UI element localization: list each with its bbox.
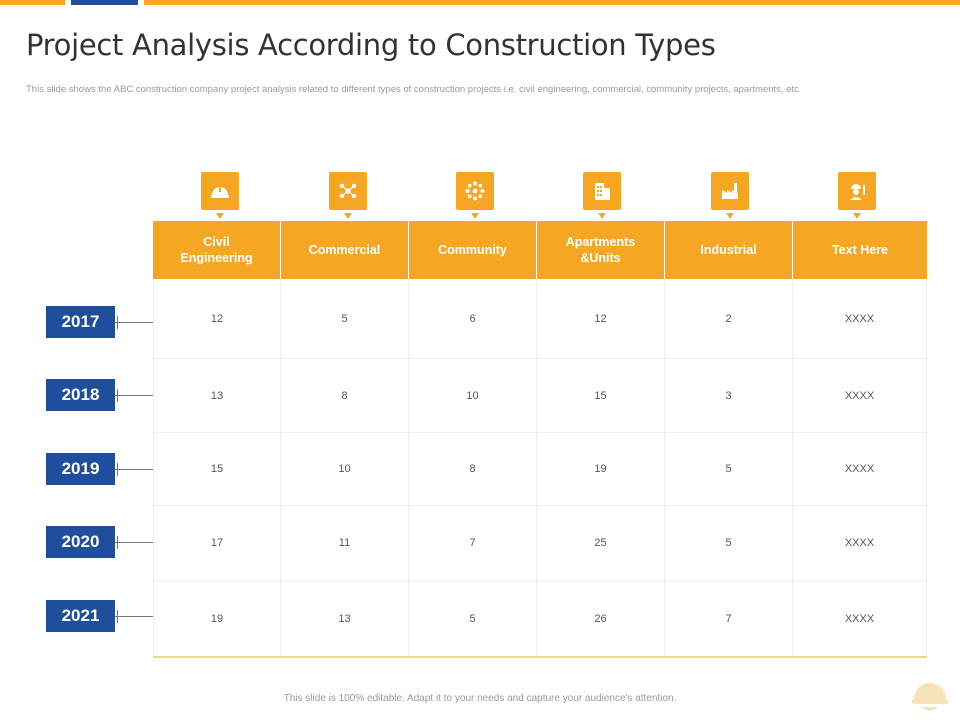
page-title: Project Analysis According to Constructi…	[26, 28, 716, 62]
year-connector	[115, 463, 153, 476]
table-cell: 19	[153, 581, 281, 656]
year-label-2017: 2017	[46, 306, 115, 338]
year-label-2021: 2021	[46, 600, 115, 632]
column-header-apartments: Apartments &Units	[537, 221, 665, 279]
table-cell: XXXX	[793, 359, 927, 432]
network-icon	[329, 172, 367, 219]
table-cell: XXXX	[793, 433, 927, 505]
table-cell: 6	[409, 279, 537, 358]
hard-hat-icon	[201, 172, 239, 219]
table-row: 13 8 10 15 3 XXXX	[153, 359, 927, 433]
data-table: Civil Engineering Commercial Community A…	[153, 221, 927, 658]
table-cell: 10	[281, 433, 409, 505]
table-row: 15 10 8 19 5 XXXX	[153, 433, 927, 506]
table-cell: 7	[409, 506, 537, 580]
year-connector	[115, 610, 153, 623]
building-icon	[583, 172, 621, 219]
year-label-2019: 2019	[46, 453, 115, 485]
table-header-row: Civil Engineering Commercial Community A…	[153, 221, 927, 279]
top-accent-bar-blue	[71, 0, 138, 5]
table-cell: 15	[537, 359, 665, 432]
table-cell: XXXX	[793, 279, 927, 358]
table-cell: XXXX	[793, 581, 927, 656]
table-cell: 12	[537, 279, 665, 358]
table-cell: 2	[665, 279, 793, 358]
table-cell: 25	[537, 506, 665, 580]
table-cell: 5	[281, 279, 409, 358]
table-cell: 13	[281, 581, 409, 656]
column-header-community: Community	[409, 221, 537, 279]
people-circle-icon	[456, 172, 494, 219]
table-cell: 5	[409, 581, 537, 656]
year-connector	[115, 316, 153, 329]
top-accent-bar-left	[0, 0, 65, 5]
table-cell: 7	[665, 581, 793, 656]
table-cell: 8	[409, 433, 537, 505]
table-cell: 5	[665, 433, 793, 505]
year-label-2018: 2018	[46, 379, 115, 411]
table-cell: 11	[281, 506, 409, 580]
table-cell: 26	[537, 581, 665, 656]
page-subtitle: This slide shows the ABC construction co…	[26, 84, 799, 95]
table-cell: 5	[665, 506, 793, 580]
column-header-civil-engineering: Civil Engineering	[153, 221, 281, 279]
table-cell: 8	[281, 359, 409, 432]
column-header-commercial: Commercial	[281, 221, 409, 279]
table-cell: 17	[153, 506, 281, 580]
hard-hat-logo-icon	[912, 683, 948, 711]
top-accent-bar-right	[144, 0, 960, 5]
table-cell: 12	[153, 279, 281, 358]
table-cell: 19	[537, 433, 665, 505]
table-cell: 13	[153, 359, 281, 432]
table-cell: 10	[409, 359, 537, 432]
worker-icon	[838, 172, 876, 219]
table-row: 19 13 5 26 7 XXXX	[153, 581, 927, 658]
footer-note: This slide is 100% editable. Adapt it to…	[283, 693, 677, 704]
year-label-2020: 2020	[46, 526, 115, 558]
table-cell: XXXX	[793, 506, 927, 580]
column-header-text-here: Text Here	[793, 221, 927, 279]
year-connector	[115, 389, 153, 402]
year-connector	[115, 536, 153, 549]
table-row: 17 11 7 25 5 XXXX	[153, 506, 927, 581]
table-row: 12 5 6 12 2 XXXX	[153, 279, 927, 359]
table-cell: 3	[665, 359, 793, 432]
table-cell: 15	[153, 433, 281, 505]
column-header-industrial: Industrial	[665, 221, 793, 279]
factory-icon	[711, 172, 749, 219]
